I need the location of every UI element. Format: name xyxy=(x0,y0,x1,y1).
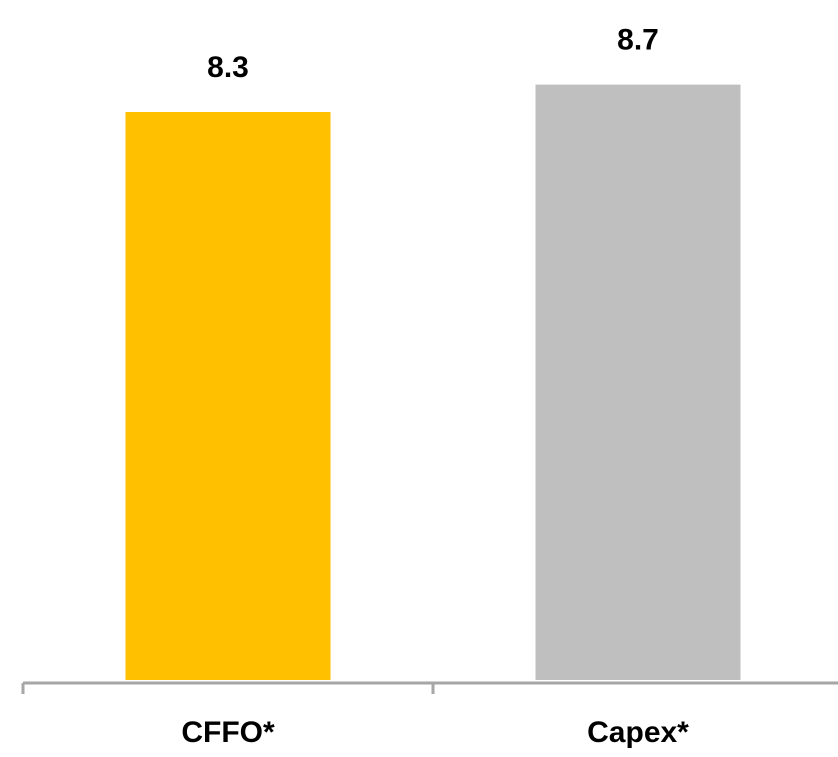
bar-capex xyxy=(535,84,741,680)
category-label-cffo: CFFO* xyxy=(181,716,275,749)
category-label-capex: Capex* xyxy=(587,716,689,749)
data-label-capex: 8.7 xyxy=(617,24,659,57)
x-axis xyxy=(21,681,838,694)
labels-layer: 8.3 CFFO* 8.7 Capex* xyxy=(181,24,689,749)
bar-cffo xyxy=(125,112,331,680)
bars-layer xyxy=(125,84,741,680)
data-label-cffo: 8.3 xyxy=(207,51,249,84)
